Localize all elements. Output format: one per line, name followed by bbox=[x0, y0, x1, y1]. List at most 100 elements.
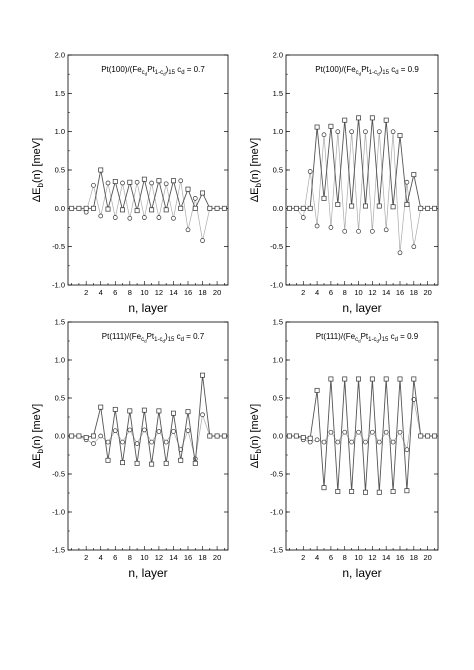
y-tick-label: -0.5 bbox=[52, 470, 65, 479]
square-marker bbox=[207, 433, 213, 439]
circle-marker bbox=[178, 178, 184, 184]
x-tick-label: 16 bbox=[396, 553, 404, 562]
panel-annotation: Pt(111)/(FecdPt1-cd)15 cd = 0.9 bbox=[316, 332, 419, 344]
square-marker bbox=[83, 205, 89, 211]
circle-marker bbox=[127, 427, 133, 433]
y-tick-label: 1.5 bbox=[55, 318, 65, 327]
square-marker bbox=[300, 435, 306, 440]
circle-marker bbox=[363, 129, 368, 135]
circle-marker bbox=[342, 228, 348, 234]
square-marker bbox=[149, 207, 155, 213]
y-tick-label: 1.0 bbox=[273, 127, 283, 136]
y-tick-label: 0.5 bbox=[273, 166, 283, 175]
series-line-circle bbox=[71, 180, 225, 241]
square-marker bbox=[287, 205, 292, 211]
square-marker bbox=[349, 203, 355, 209]
circle-marker bbox=[321, 132, 327, 138]
circle-marker bbox=[356, 228, 361, 234]
square-marker bbox=[192, 460, 198, 466]
panel-annotation: Pt(100)/(FecdPt1-cd)15 cd = 0.9 bbox=[315, 65, 419, 77]
square-marker bbox=[185, 409, 191, 415]
square-marker bbox=[363, 489, 368, 495]
square-marker bbox=[314, 124, 320, 130]
x-tick-label: 12 bbox=[368, 288, 376, 297]
square-marker bbox=[363, 203, 368, 209]
square-marker bbox=[105, 457, 111, 463]
x-tick-label: 2 bbox=[301, 288, 305, 297]
square-marker bbox=[91, 205, 96, 211]
square-marker bbox=[335, 489, 341, 494]
circle-marker bbox=[192, 196, 198, 201]
x-tick-label: 20 bbox=[213, 553, 221, 562]
circle-marker bbox=[397, 429, 403, 435]
circle-marker bbox=[411, 244, 417, 250]
x-tick-label: 14 bbox=[169, 288, 177, 297]
y-tick-label: 0.5 bbox=[55, 394, 65, 403]
square-marker bbox=[221, 433, 227, 439]
square-marker bbox=[293, 433, 299, 439]
y-tick-label: 1.5 bbox=[273, 89, 283, 98]
circle-marker bbox=[314, 437, 320, 443]
circle-marker bbox=[156, 215, 162, 220]
y-tick-label: 2.0 bbox=[55, 51, 65, 60]
y-tick-label: -0.5 bbox=[270, 242, 283, 251]
panel-annotation: Pt(100)/(FecdPt1-cd)15 cd = 0.7 bbox=[101, 65, 205, 77]
square-marker bbox=[178, 457, 184, 463]
square-marker bbox=[134, 460, 140, 466]
square-marker bbox=[134, 208, 140, 214]
circle-marker bbox=[185, 227, 191, 233]
square-marker bbox=[418, 433, 424, 439]
circle-marker bbox=[185, 428, 191, 434]
y-tick-label: -1.5 bbox=[270, 546, 283, 555]
square-marker bbox=[342, 376, 348, 382]
square-marker bbox=[141, 176, 147, 182]
circle-marker bbox=[91, 441, 96, 446]
series-line-square bbox=[289, 117, 435, 209]
plot-frame bbox=[67, 54, 229, 286]
circle-marker bbox=[112, 428, 118, 434]
circle-marker bbox=[105, 180, 111, 186]
y-tick-label: 0.0 bbox=[273, 204, 283, 213]
square-marker bbox=[105, 206, 111, 212]
square-marker bbox=[156, 178, 162, 184]
x-tick-label: 12 bbox=[155, 288, 163, 297]
square-marker bbox=[425, 433, 431, 439]
square-marker bbox=[300, 205, 306, 211]
x-tick-label: 2 bbox=[84, 288, 88, 297]
square-marker bbox=[287, 433, 292, 439]
x-tick-label: 18 bbox=[410, 288, 418, 297]
circle-marker bbox=[300, 215, 306, 220]
y-tick-label: 0.0 bbox=[273, 432, 283, 441]
x-tick-label: 8 bbox=[343, 288, 347, 297]
y-tick-label: 1.0 bbox=[55, 127, 65, 136]
circle-marker bbox=[156, 429, 162, 434]
square-marker bbox=[376, 489, 382, 495]
square-marker bbox=[390, 489, 396, 494]
y-tick-label: -1.0 bbox=[52, 508, 65, 517]
y-tick-label: 0.5 bbox=[273, 394, 283, 403]
circle-marker bbox=[404, 179, 410, 185]
circle-marker bbox=[127, 215, 133, 221]
y-axis-label: ΔEb(n) [meV] bbox=[31, 404, 45, 468]
circle-marker bbox=[171, 429, 176, 434]
square-marker bbox=[390, 204, 396, 210]
y-tick-label: -1.0 bbox=[270, 281, 283, 290]
y-tick-label: 1.5 bbox=[273, 318, 283, 327]
x-tick-label: 4 bbox=[99, 288, 103, 297]
x-tick-label: 4 bbox=[99, 553, 103, 562]
circle-marker bbox=[328, 225, 334, 230]
y-tick-label: 2.0 bbox=[273, 51, 283, 60]
square-marker bbox=[369, 115, 375, 121]
square-marker bbox=[214, 205, 220, 211]
x-axis-label: n, layer bbox=[342, 566, 381, 580]
square-marker bbox=[321, 195, 327, 201]
y-tick-label: -0.5 bbox=[52, 242, 65, 251]
circle-marker bbox=[376, 129, 382, 135]
square-marker bbox=[404, 488, 410, 494]
x-tick-label: 8 bbox=[128, 553, 132, 562]
square-marker bbox=[418, 205, 424, 211]
series-line-square bbox=[71, 169, 225, 212]
square-marker bbox=[98, 404, 104, 410]
y-tick-label: 1.5 bbox=[55, 89, 65, 98]
circle-marker bbox=[142, 215, 147, 220]
